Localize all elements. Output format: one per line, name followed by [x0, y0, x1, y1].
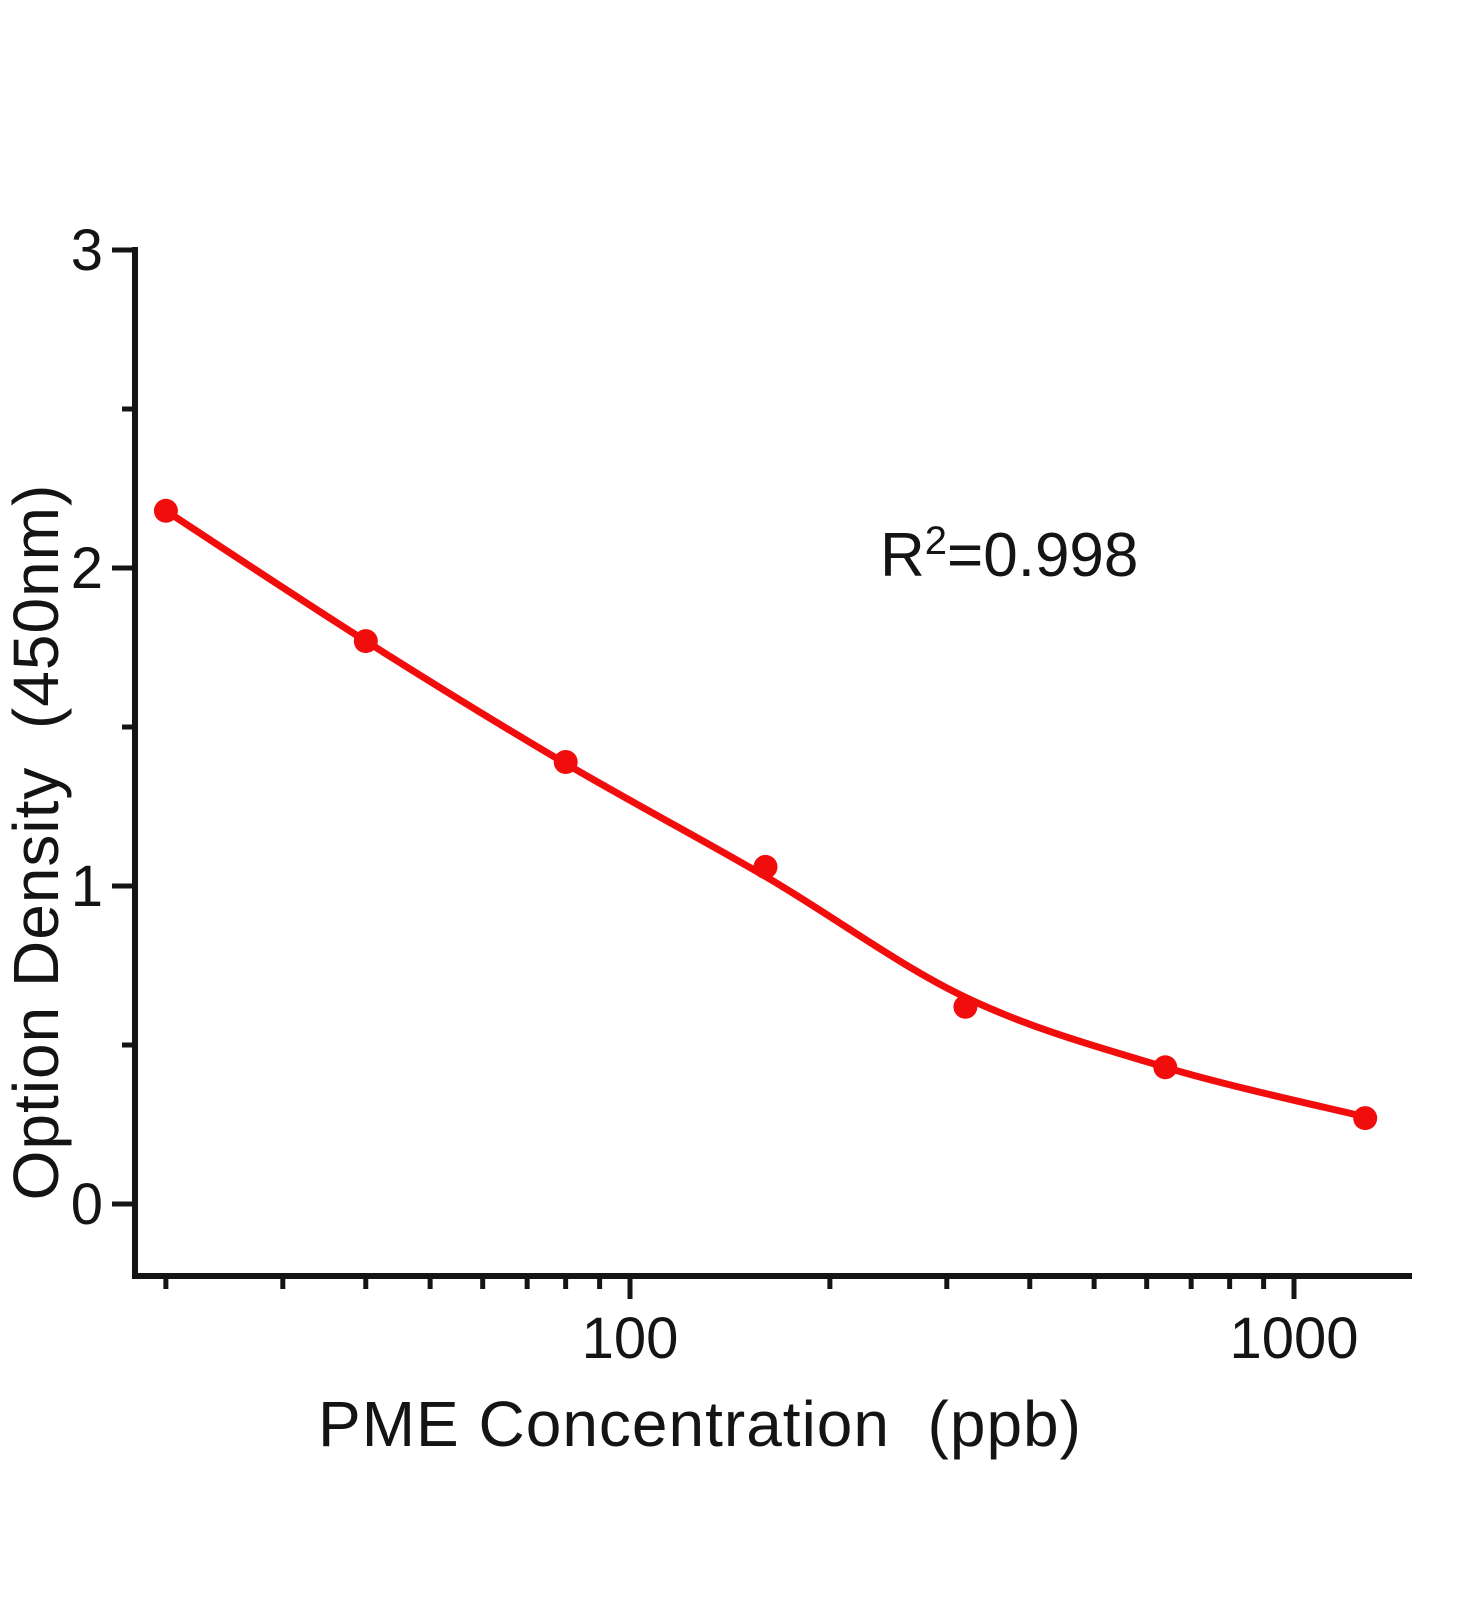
y-tick-label: 1 — [71, 854, 103, 919]
r-squared-value: =0.998 — [947, 521, 1139, 590]
x-axis-title: PME Concentration (ppb) — [318, 1388, 1082, 1460]
data-point — [953, 994, 978, 1019]
data-point — [553, 750, 578, 774]
data-point — [1353, 1106, 1378, 1131]
data-point — [153, 498, 178, 523]
y-tick-label: 2 — [71, 536, 103, 601]
r-squared-superscript: 2 — [924, 519, 948, 563]
data-point — [753, 854, 778, 879]
fit-curve — [162, 507, 1369, 1121]
x-tick-label: 100 — [582, 1306, 679, 1371]
data-point — [353, 629, 378, 654]
y-tick-label: 0 — [71, 1172, 103, 1237]
r-squared-annotation: R2=0.998 — [880, 519, 1139, 591]
r-squared-prefix: R — [880, 521, 925, 590]
data-point — [1153, 1055, 1178, 1080]
y-axis-title: Option Density (450nm) — [0, 483, 72, 1201]
x-tick-label: 1000 — [1229, 1306, 1358, 1371]
y-tick-label: 3 — [71, 218, 103, 283]
